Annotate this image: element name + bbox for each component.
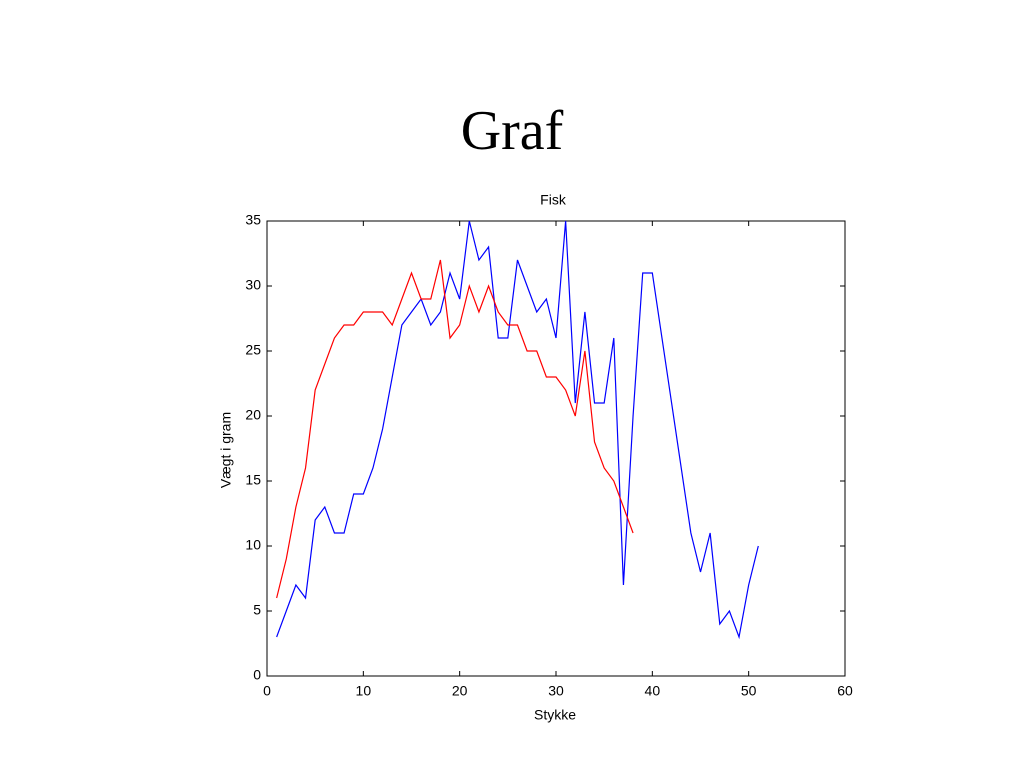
- y-tick-label: 25: [245, 342, 261, 358]
- y-tick-label: 20: [245, 407, 261, 423]
- y-tick-label: 10: [245, 537, 261, 553]
- plot-frame: [266, 220, 846, 677]
- chart-title: Fisk: [540, 192, 567, 208]
- slide-title: Graf: [461, 100, 564, 162]
- x-tick-label: 30: [548, 683, 564, 699]
- x-axis-label: Stykke: [534, 707, 576, 723]
- data-line: [276, 259, 634, 599]
- y-tick-label: 15: [245, 472, 261, 488]
- x-tick-label: 50: [741, 683, 757, 699]
- y-axis-label: Vægt i gram: [218, 412, 234, 488]
- x-tick-label: 60: [837, 683, 853, 699]
- x-tick-label: 20: [452, 683, 468, 699]
- y-tick-label: 35: [245, 212, 261, 228]
- x-tick-label: 10: [356, 683, 372, 699]
- x-tick-label: 0: [263, 683, 271, 699]
- y-tick-label: 5: [253, 602, 261, 618]
- y-tick-label: 0: [253, 667, 261, 683]
- y-tick-label: 30: [245, 277, 261, 293]
- data-line: [276, 220, 759, 640]
- x-tick-label: 40: [645, 683, 661, 699]
